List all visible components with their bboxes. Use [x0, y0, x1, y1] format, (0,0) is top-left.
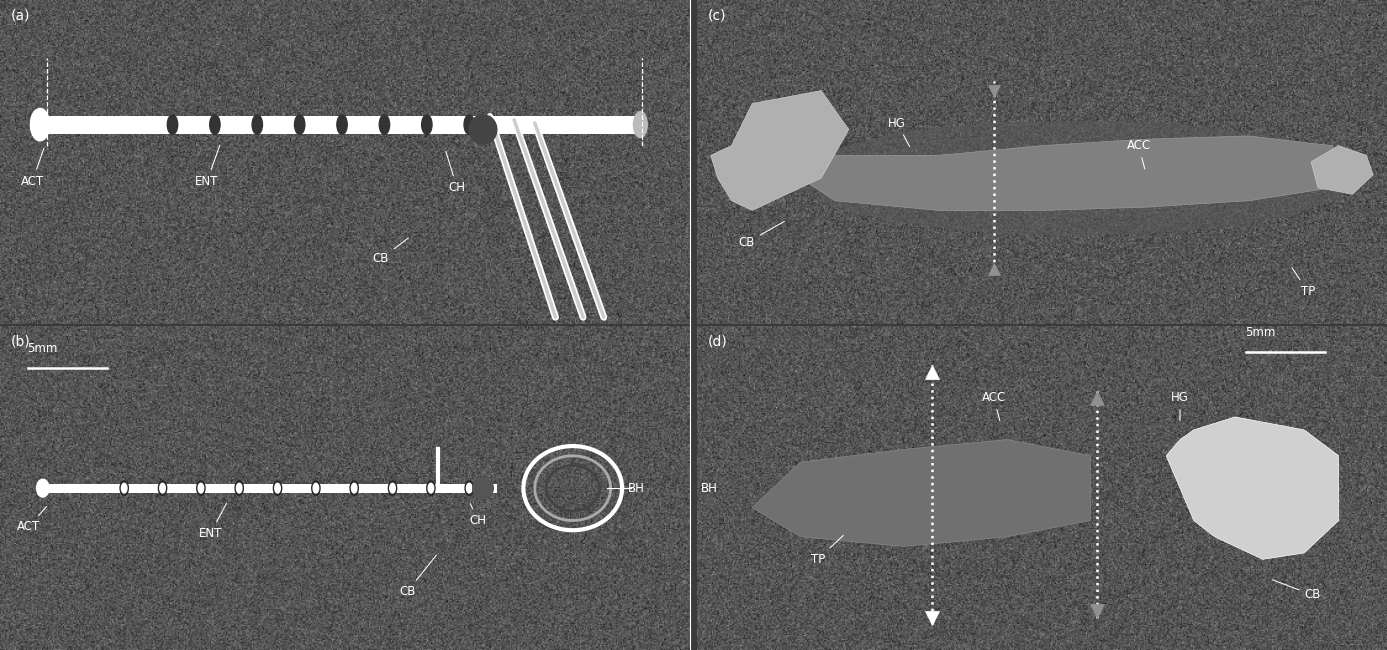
Ellipse shape [234, 481, 243, 495]
Polygon shape [1311, 146, 1373, 194]
Text: (d): (d) [707, 334, 727, 348]
Bar [42, 484, 497, 493]
Text: 5mm: 5mm [28, 343, 58, 356]
Ellipse shape [273, 481, 282, 495]
Text: ENT: ENT [198, 504, 226, 540]
Ellipse shape [313, 484, 319, 493]
Polygon shape [752, 439, 1090, 547]
Ellipse shape [390, 484, 395, 493]
Ellipse shape [465, 481, 473, 495]
Text: (b): (b) [10, 334, 31, 348]
Ellipse shape [800, 122, 1352, 235]
Text: CB: CB [1272, 580, 1320, 601]
Ellipse shape [294, 115, 305, 135]
Polygon shape [800, 136, 1352, 211]
Ellipse shape [473, 478, 494, 498]
Text: CH: CH [469, 504, 487, 527]
Ellipse shape [337, 115, 347, 135]
Text: CB: CB [373, 238, 408, 265]
Ellipse shape [121, 481, 129, 495]
Ellipse shape [122, 484, 128, 493]
Text: 5mm: 5mm [1246, 326, 1276, 339]
Ellipse shape [388, 481, 397, 495]
Text: ACC: ACC [982, 391, 1006, 421]
Text: ACC: ACC [1126, 139, 1151, 169]
Ellipse shape [198, 484, 204, 493]
Ellipse shape [160, 484, 165, 493]
Ellipse shape [427, 481, 436, 495]
Ellipse shape [36, 479, 49, 497]
Ellipse shape [422, 115, 431, 135]
Ellipse shape [466, 484, 472, 493]
Ellipse shape [168, 115, 178, 135]
Ellipse shape [351, 484, 356, 493]
Ellipse shape [634, 112, 648, 138]
Text: CB: CB [399, 555, 437, 598]
Text: ACT: ACT [21, 148, 44, 188]
Ellipse shape [469, 115, 497, 144]
Text: CB: CB [738, 222, 784, 249]
Bar [37, 116, 645, 133]
Text: TP: TP [1291, 268, 1315, 298]
Text: TP: TP [811, 536, 843, 566]
Ellipse shape [197, 481, 205, 495]
Ellipse shape [350, 481, 358, 495]
Ellipse shape [275, 484, 280, 493]
Polygon shape [1166, 417, 1338, 560]
Ellipse shape [379, 115, 390, 135]
Text: HG: HG [888, 116, 910, 146]
Ellipse shape [209, 115, 221, 135]
Ellipse shape [158, 481, 166, 495]
Text: BH: BH [700, 482, 717, 495]
Text: CH: CH [445, 151, 466, 194]
Text: ENT: ENT [196, 145, 221, 188]
Text: (a): (a) [10, 8, 31, 22]
Ellipse shape [465, 115, 474, 135]
Text: ACT: ACT [17, 506, 47, 534]
Ellipse shape [429, 484, 434, 493]
Polygon shape [710, 90, 849, 211]
Ellipse shape [31, 109, 50, 141]
Ellipse shape [236, 484, 241, 493]
Text: (c): (c) [707, 8, 725, 22]
Text: BH: BH [621, 482, 645, 495]
Ellipse shape [252, 115, 262, 135]
Ellipse shape [312, 481, 320, 495]
Text: HG: HG [1171, 391, 1189, 421]
